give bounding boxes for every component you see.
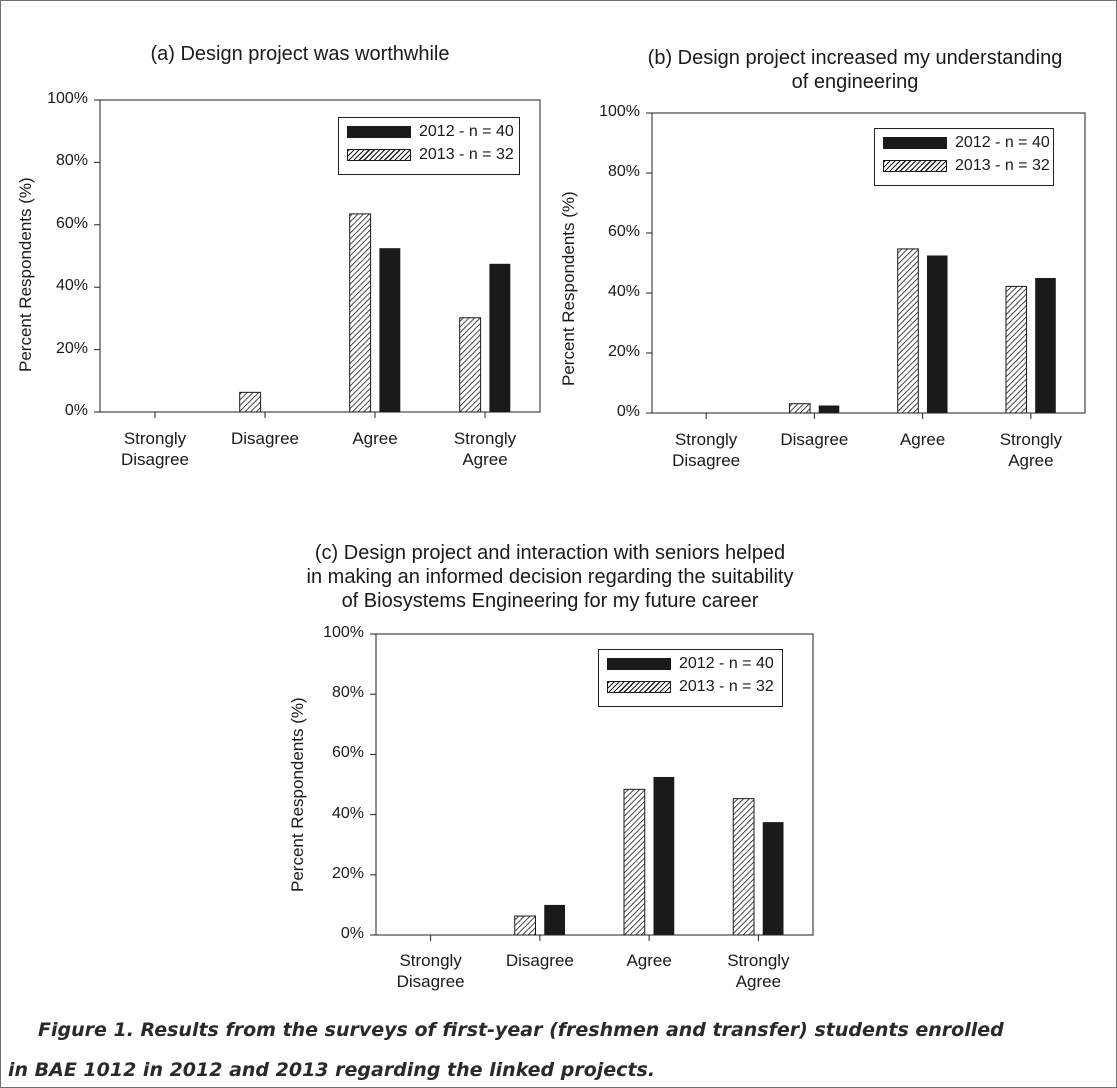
- bar-2012: [762, 822, 784, 935]
- chart-c-title-line-1: (c) Design project and interaction with …: [314, 542, 786, 564]
- bar-2013: [788, 403, 811, 414]
- plot-frame: [99, 99, 541, 413]
- y-tick-label: 20%: [55, 339, 88, 357]
- bar-2012: [1035, 278, 1056, 413]
- bar-2013: [514, 915, 537, 936]
- y-tick-label: 20%: [331, 864, 364, 882]
- y-tick-label: 0%: [340, 925, 364, 942]
- y-tick-label: 100%: [47, 90, 88, 107]
- bar-2012: [489, 263, 511, 412]
- bar-2013: [623, 788, 646, 936]
- bar-2012: [926, 255, 948, 413]
- bar-2013: [1005, 285, 1028, 414]
- x-category-label: Agree: [352, 429, 398, 448]
- x-category-label: Strongly Agree: [999, 430, 1063, 470]
- bar-2013: [239, 391, 262, 413]
- y-tick-label: 80%: [55, 152, 88, 170]
- legend-swatch-2012: [607, 657, 671, 670]
- bar-2012: [818, 405, 840, 413]
- legend: 2012 - n = 40 2013 - n = 32: [338, 117, 520, 175]
- y-tick-label: 0%: [616, 403, 640, 420]
- y-tick-label: 100%: [323, 624, 364, 641]
- legend: 2012 - n = 40 2013 - n = 32: [874, 128, 1054, 186]
- chart-a: (a) Design project was worthwhile Percen…: [0, 0, 560, 500]
- y-tick-label: 40%: [331, 804, 364, 822]
- y-tick-label: 60%: [607, 223, 640, 240]
- bar-2013: [732, 798, 755, 936]
- legend-swatch-2012: [883, 136, 947, 149]
- x-category-label: Strongly Disagree: [672, 430, 741, 470]
- chart-c-title-line-2: in making an informed decision regarding…: [306, 566, 794, 588]
- x-category-label: Disagree: [780, 430, 849, 449]
- y-tick-label: 60%: [331, 744, 364, 762]
- x-category-label: Strongly Disagree: [120, 429, 190, 469]
- x-category-label: Strongly Agree: [453, 429, 517, 469]
- legend-label: 2012 - n = 40: [679, 655, 774, 672]
- x-category-label: Strongly Agree: [727, 951, 790, 991]
- chart-c-title-line-3: of Biosystems Engineering for my future …: [341, 590, 759, 612]
- bar-2013: [349, 213, 372, 413]
- legend-entry: 2013 - n = 32: [883, 157, 1050, 175]
- chart-c: (c) Design project and interaction with …: [270, 525, 830, 991]
- y-tick-label: 20%: [607, 343, 640, 360]
- bar-2012: [653, 776, 675, 935]
- chart-b-ylabel: Percent Respondents (%): [559, 191, 578, 386]
- chart-b-title-line-2: of engineering: [791, 71, 919, 93]
- legend-swatch-2013: [607, 680, 671, 693]
- chart-b-plot-svg: [646, 112, 1086, 419]
- y-tick-label: 100%: [599, 103, 640, 120]
- legend-label: 2012 - n = 40: [419, 123, 514, 140]
- bar-2012: [544, 904, 566, 935]
- chart-c-ylabel: Percent Respondents (%): [288, 697, 307, 892]
- chart-c-title: (c) Design project and interaction with …: [270, 541, 830, 613]
- legend-swatch-2013: [883, 159, 947, 172]
- legend-label: 2013 - n = 32: [679, 678, 774, 695]
- y-tick-label: 40%: [55, 277, 88, 295]
- legend-label: 2013 - n = 32: [419, 146, 514, 163]
- legend-entry: 2013 - n = 32: [607, 678, 774, 696]
- x-category-label: Disagree: [230, 429, 300, 448]
- legend-label: 2013 - n = 32: [955, 157, 1050, 174]
- bar-2012: [379, 248, 401, 412]
- legend-entry: 2013 - n = 32: [347, 146, 514, 164]
- x-category-label: Agree: [626, 951, 672, 970]
- y-tick-label: 0%: [64, 402, 88, 419]
- legend-swatch-2012: [347, 125, 411, 138]
- x-category-label: Strongly Disagree: [396, 951, 465, 991]
- chart-a-title-line-1: (a) Design project was worthwhile: [150, 43, 450, 65]
- figure-caption-line-2: in BAE 1012 in 2012 and 2013 regarding t…: [8, 1059, 656, 1081]
- legend-entry: 2012 - n = 40: [347, 123, 514, 141]
- chart-b-title: (b) Design project increased my understa…: [605, 46, 1105, 94]
- legend-entry: 2012 - n = 40: [607, 655, 774, 673]
- chart-c-plot-svg: [370, 633, 814, 941]
- figure-caption-line-1: Figure 1. Results from the surveys of fi…: [38, 1019, 1004, 1041]
- legend-entry: 2012 - n = 40: [883, 134, 1050, 152]
- plot-frame: [651, 112, 1086, 414]
- y-tick-label: 60%: [55, 214, 88, 232]
- y-tick-label: 40%: [607, 283, 640, 300]
- chart-b: (b) Design project increased my understa…: [545, 0, 1117, 500]
- y-tick-label: 80%: [331, 684, 364, 702]
- plot-frame: [375, 633, 814, 936]
- x-category-label: Agree: [899, 430, 946, 449]
- bar-2013: [897, 248, 919, 414]
- bar-2013: [459, 317, 482, 413]
- legend-swatch-2013: [347, 148, 411, 161]
- legend: 2012 - n = 40 2013 - n = 32: [598, 649, 783, 707]
- legend-label: 2012 - n = 40: [955, 134, 1050, 151]
- x-category-label: Disagree: [505, 951, 574, 970]
- chart-a-title: (a) Design project was worthwhile: [95, 42, 505, 66]
- chart-b-title-line-1: (b) Design project increased my understa…: [647, 47, 1063, 69]
- y-tick-label: 80%: [607, 163, 640, 180]
- chart-a-plot-svg: [94, 99, 541, 418]
